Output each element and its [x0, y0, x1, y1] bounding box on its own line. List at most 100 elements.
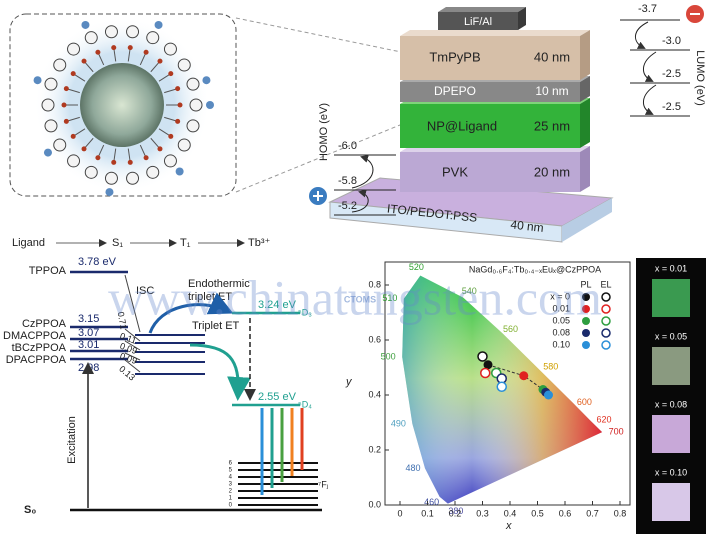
homo-level: -6.0	[338, 140, 357, 152]
ligand-tag	[33, 76, 42, 85]
x-tick-label: 0.4	[504, 508, 517, 518]
layer-thickness: 40 nm	[534, 49, 570, 64]
leader	[235, 124, 401, 193]
ligand-ring	[186, 77, 200, 91]
ligand-ring	[67, 154, 81, 168]
layer-label: PVK	[442, 164, 468, 179]
layer-thickness: 40 nm	[510, 217, 545, 234]
layer-thickness: 25 nm	[534, 118, 570, 133]
ligand-ring	[84, 165, 98, 179]
ligand-name: tBCzPPOA	[12, 342, 67, 354]
lumo-level: -2.5	[662, 68, 681, 80]
legend-el	[601, 316, 611, 326]
homo-level: -5.2	[338, 200, 357, 212]
x-tick-label: 0.1	[421, 508, 434, 518]
pl-point	[519, 371, 529, 381]
ligand-ring	[84, 31, 98, 45]
legend-label: 0.05	[552, 315, 570, 325]
level-energy: 3.24 eV	[258, 299, 297, 311]
ligand-ring	[186, 119, 200, 133]
ligand-energy: 3.07	[78, 327, 99, 339]
ligand-tag	[202, 76, 211, 85]
excitation-label: Excitation	[66, 416, 78, 464]
lumo-level: -3.0	[662, 35, 681, 47]
ligand-tag	[81, 20, 90, 29]
emission-arrows	[260, 408, 304, 495]
ligand-ring	[53, 138, 67, 152]
ligand-ring	[163, 154, 177, 168]
el-point	[496, 381, 507, 392]
ligand-atom	[81, 146, 87, 152]
ligand-atom	[70, 71, 76, 77]
ligand-atom	[177, 102, 183, 108]
ligand-atom	[127, 159, 133, 165]
isc-lines	[124, 274, 141, 373]
ligand-atom	[63, 86, 69, 92]
ligand-ring	[44, 119, 58, 133]
ligand-atom	[157, 58, 163, 64]
ligand-levels	[70, 270, 128, 361]
cie-title: NaGd₀.₆F₄:Tb₀.₄₋ₓEuₓ@CzPPOA	[469, 264, 601, 274]
wavelength-label: 700	[609, 427, 624, 437]
legend-pl	[582, 317, 590, 325]
y-tick-label: 0.6	[368, 334, 381, 344]
photo	[652, 347, 690, 385]
x-tick-label: 0.5	[531, 508, 544, 518]
legend-pl	[582, 293, 590, 301]
ligand-energy: 3.01	[78, 339, 99, 351]
wavelength-label: 500	[381, 351, 396, 361]
legend-header: EL	[600, 279, 611, 289]
el-point	[480, 367, 491, 379]
x-tick-label: 0.6	[559, 508, 572, 518]
lumo-level: -2.5	[662, 101, 681, 113]
ligand-tag	[206, 101, 214, 109]
level-index: 1	[229, 496, 233, 502]
ligand-ring	[146, 31, 160, 45]
level-index: 0	[229, 503, 233, 509]
ligand-name: TPPOA	[29, 265, 67, 277]
legend-pl	[582, 341, 590, 349]
ligand-ring	[189, 98, 203, 112]
photo	[652, 279, 690, 317]
y-tick-label: 0.2	[368, 444, 381, 454]
wavelength-label: 480	[406, 463, 421, 473]
level-index: 5	[229, 468, 233, 474]
ligand-atom	[175, 86, 181, 92]
ligand-atom	[61, 102, 67, 108]
lumo-label: LUMO (eV)	[694, 50, 706, 106]
axis-label: y	[345, 376, 353, 388]
legend-el	[601, 292, 611, 302]
ligand-atom	[168, 133, 174, 139]
y-tick-label: 0.0	[368, 499, 381, 509]
wavelength-label: 490	[391, 418, 406, 428]
ligand-shell	[33, 20, 214, 197]
lumo-levels	[620, 19, 690, 117]
level-energy: 2.55 eV	[258, 391, 297, 403]
et-arrow	[189, 343, 252, 401]
level-label: ⁵D₄	[298, 399, 312, 409]
watermark: www.chinatungsten.com	[108, 269, 602, 325]
ligand-atom	[111, 159, 117, 165]
ligand-ring	[177, 138, 191, 152]
y-tick-label: 0.4	[368, 389, 381, 399]
photo-label: x = 0.08	[655, 399, 687, 409]
wavelength-label: 600	[577, 397, 592, 407]
device-stack	[328, 7, 614, 243]
ligand-tag	[154, 20, 163, 29]
ligand-ring	[44, 77, 58, 91]
hole-icon-plus	[313, 191, 323, 201]
legend-label: 0.10	[552, 339, 570, 349]
layer-label: TmPyPB	[429, 49, 480, 64]
ligand-ring	[126, 171, 140, 185]
ligand-atom	[70, 133, 76, 139]
legend-el	[601, 328, 611, 338]
legend-el	[601, 340, 611, 350]
level-label: ⁷Fⱼ	[318, 479, 329, 489]
layer-thickness: 20 nm	[534, 164, 570, 179]
header: S₁	[112, 237, 123, 249]
legend-label: x = 0	[550, 291, 570, 301]
ligand-atom	[127, 45, 133, 51]
isc-label: ISC	[136, 285, 154, 297]
wavelength-label: 580	[543, 361, 558, 371]
photo	[652, 415, 690, 453]
